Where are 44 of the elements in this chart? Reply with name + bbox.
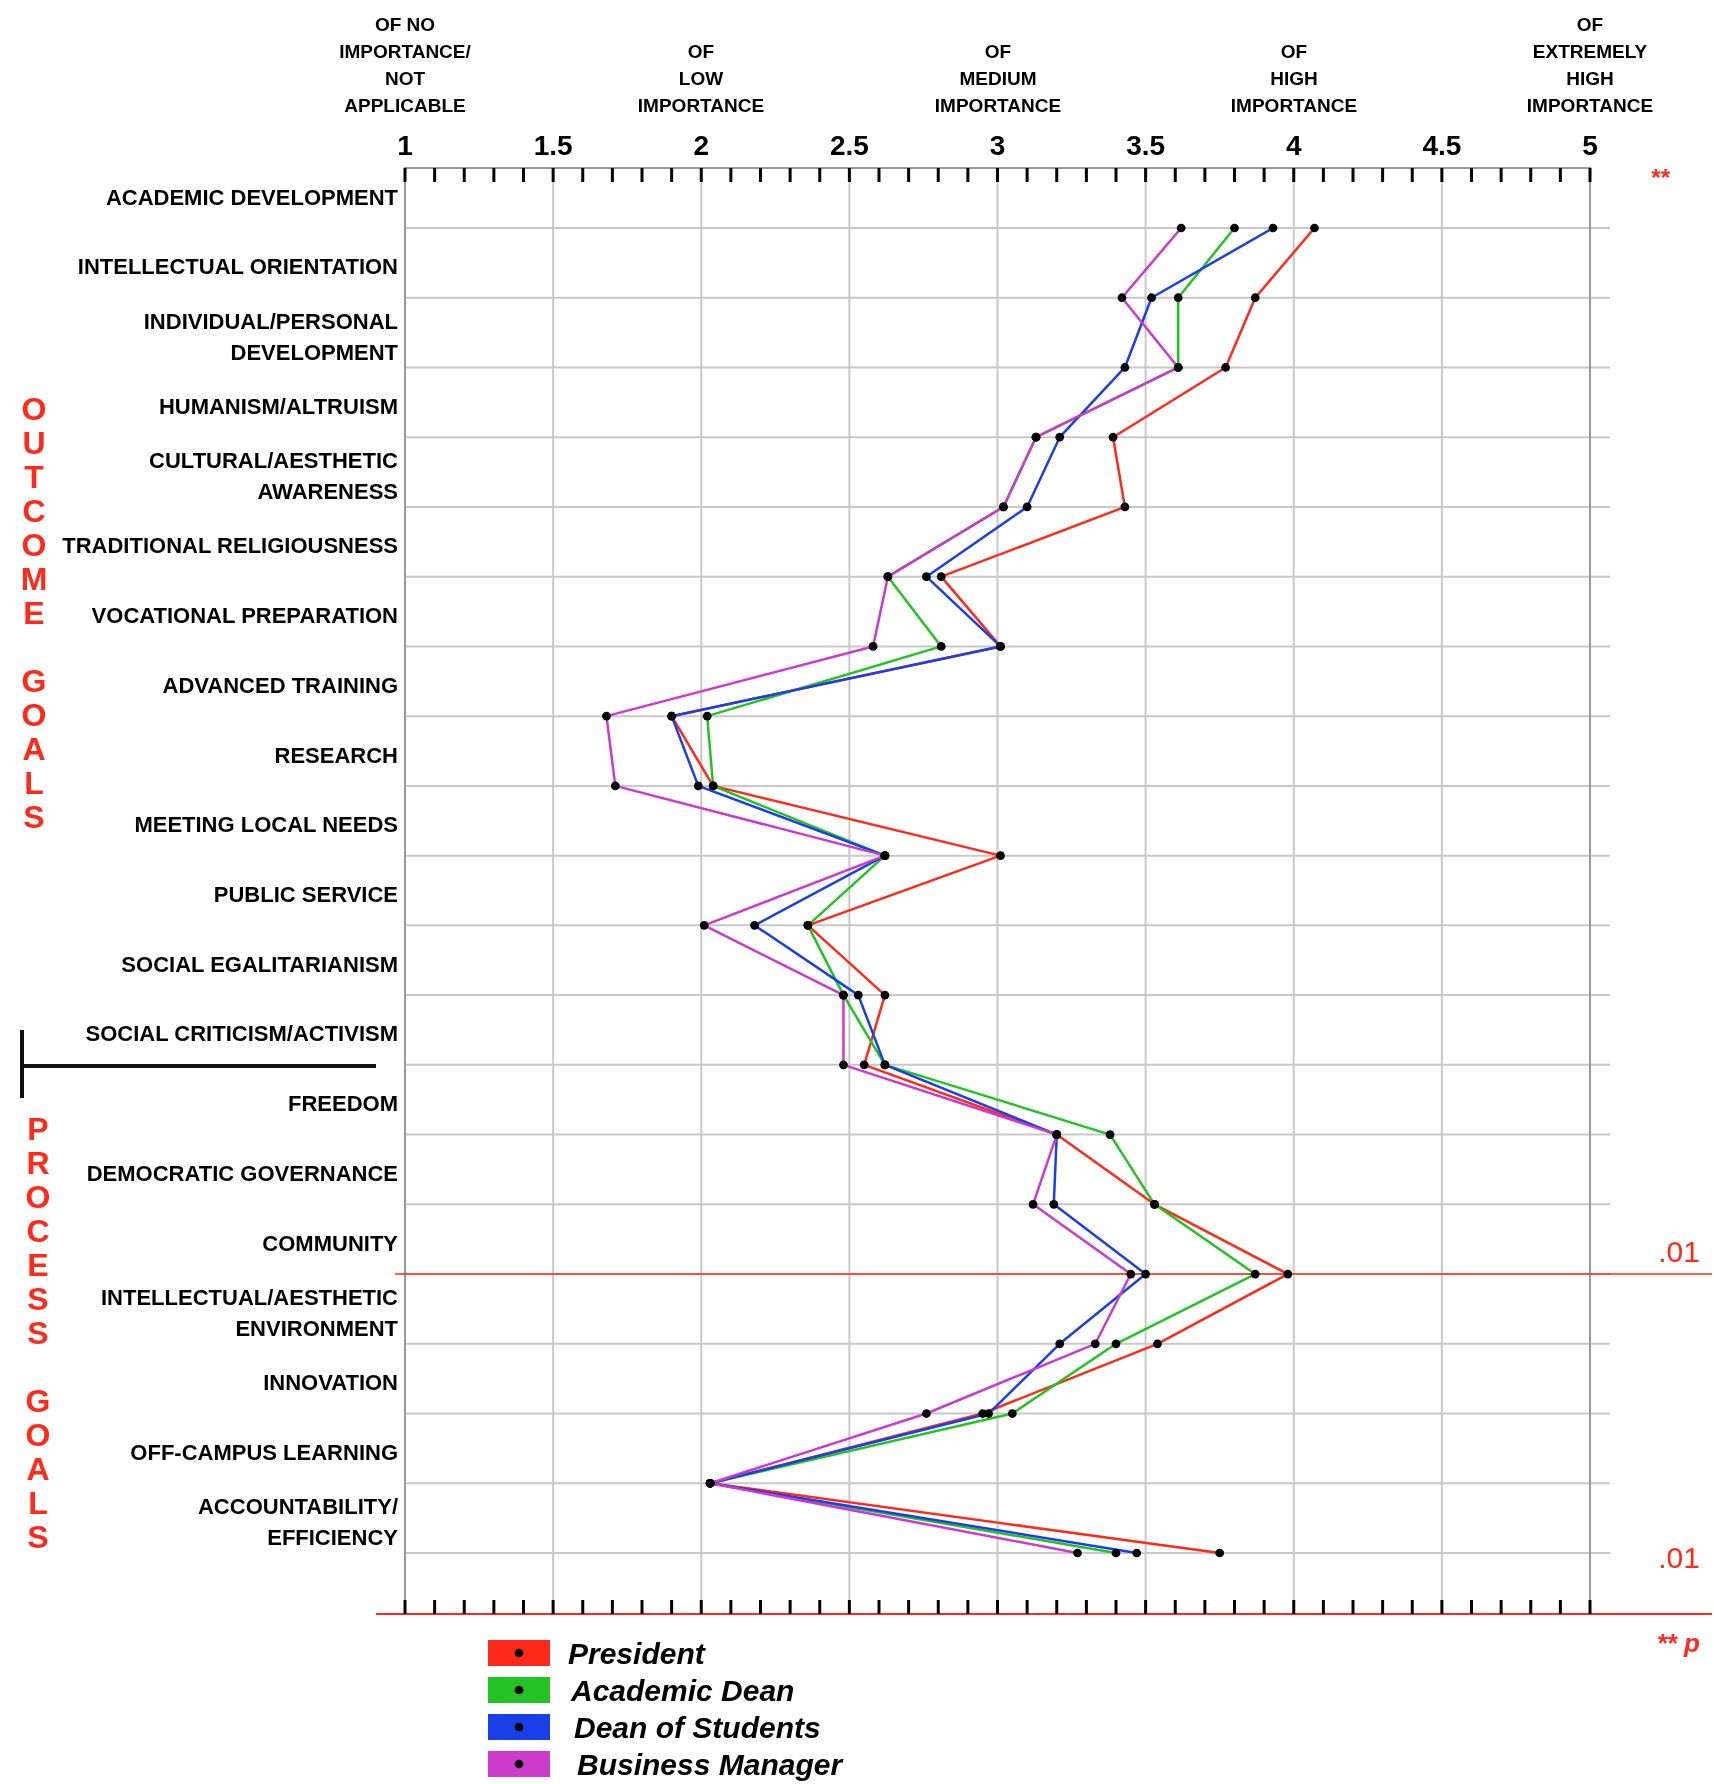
text: OF LOW IMPORTANCE bbox=[637, 41, 765, 116]
y-tick-label: OFF-CAMPUS LEARNING bbox=[130, 1439, 398, 1465]
y-tick-label: FREEDOM bbox=[288, 1091, 398, 1117]
x-tick-label: 1 bbox=[397, 130, 413, 161]
x-tick-label: 4.5 bbox=[1422, 130, 1462, 161]
text: PROCESS GOALS bbox=[25, 1111, 51, 1555]
text: ** bbox=[1651, 164, 1671, 191]
y-tick-label: ADVANCED TRAINING bbox=[162, 672, 398, 698]
y-tick-label: PUBLIC SERVICE bbox=[213, 881, 398, 907]
legend-label: Academic Dean bbox=[570, 1674, 795, 1707]
y-tick-label: SOCIAL EGALITARIANISM bbox=[121, 951, 398, 977]
y-tick-label: INTELLECTUAL/AESTHETIC ENVIRONMENT bbox=[101, 1284, 399, 1341]
text: OUTCOME GOALS bbox=[20, 391, 48, 835]
x-tick-label: 3.5 bbox=[1126, 130, 1166, 161]
x-tick-label: 1.5 bbox=[533, 130, 573, 161]
y-tick-label: VOCATIONAL PREPARATION bbox=[91, 603, 398, 629]
y-tick-label: INTELLECTUAL ORIENTATION bbox=[77, 254, 398, 280]
x-tick-label: 3 bbox=[989, 130, 1006, 161]
y-tick-label: INDIVIDUAL/PERSONAL DEVELOPMENT bbox=[143, 308, 399, 365]
text: OF NO IMPORTANCE/ NOT APPLICABLE bbox=[339, 14, 472, 116]
y-tick-label: DEMOCRATIC GOVERNANCE bbox=[86, 1160, 398, 1186]
x-tick-label: 4 bbox=[1285, 130, 1302, 161]
legend-label: President bbox=[568, 1637, 707, 1670]
y-tick-label: CULTURAL/AESTHETIC AWARENESS bbox=[149, 448, 399, 505]
legend-label: Dean of Students bbox=[574, 1711, 821, 1744]
text: OF EXTREMELY HIGH IMPORTANCE bbox=[1526, 14, 1654, 116]
y-tick-label: ACADEMIC DEVELOPMENT bbox=[105, 184, 399, 210]
y-tick-label: SOCIAL CRITICISM/ACTIVISM bbox=[85, 1021, 398, 1047]
ref-line-label: .01 bbox=[1658, 1235, 1700, 1269]
y-tick-label: ACCOUNTABILITY/ EFFICIENCY bbox=[197, 1494, 399, 1551]
text: ** p bbox=[1656, 1628, 1701, 1658]
y-tick-label: INNOVATION bbox=[263, 1370, 398, 1396]
x-tick-label: 2.5 bbox=[829, 130, 869, 161]
text: OF MEDIUM IMPORTANCE bbox=[934, 41, 1062, 116]
x-tick-label: 2 bbox=[693, 130, 710, 161]
text: OF HIGH IMPORTANCE bbox=[1230, 41, 1358, 116]
y-tick-label: RESEARCH bbox=[274, 742, 398, 768]
y-tick-label: TRADITIONAL RELIGIOUSNESS bbox=[62, 533, 398, 559]
text: .01 bbox=[1658, 1541, 1700, 1574]
y-tick-label: COMMUNITY bbox=[262, 1230, 399, 1256]
x-tick-label: 5 bbox=[1582, 130, 1598, 161]
legend-label: Business Manager bbox=[577, 1748, 845, 1781]
y-tick-label: HUMANISM/ALTRUISM bbox=[158, 393, 398, 419]
y-tick-label: MEETING LOCAL NEEDS bbox=[134, 812, 398, 838]
